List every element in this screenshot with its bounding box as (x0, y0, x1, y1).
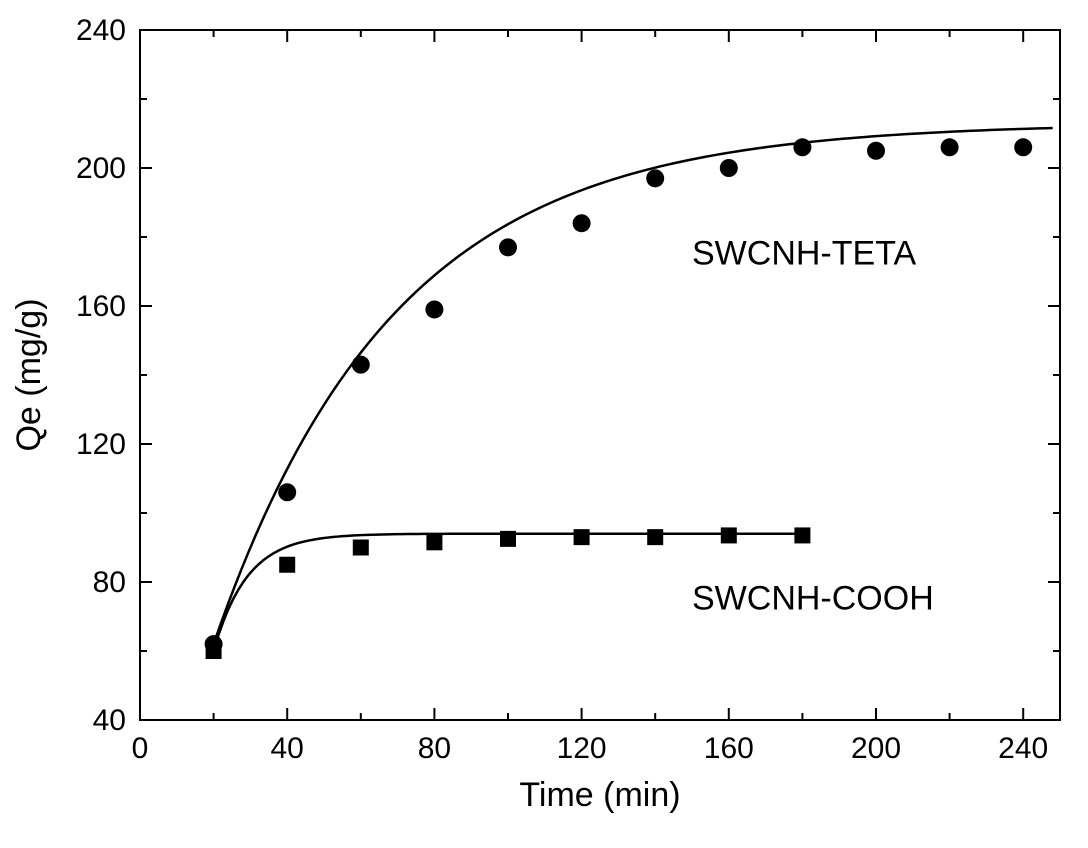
y-tick-label: 40 (93, 704, 126, 737)
data-point-square (279, 557, 295, 573)
y-tick-label: 120 (76, 428, 126, 461)
x-tick-label: 200 (851, 732, 901, 765)
data-point-square (500, 531, 516, 547)
data-point-circle (278, 483, 296, 501)
data-point-square (206, 643, 222, 659)
series-label-swcnh-cooh: SWCNH-COOH (692, 580, 934, 618)
data-point-square (426, 534, 442, 550)
y-axis-label: Qe (mg/g) (10, 298, 48, 451)
data-point-square (574, 529, 590, 545)
data-point-circle (573, 214, 591, 232)
series-label-swcnh-teta: SWCNH-TETA (692, 235, 916, 273)
x-tick-label: 160 (704, 732, 754, 765)
x-tick-label: 120 (557, 732, 607, 765)
data-point-circle (720, 159, 738, 177)
x-tick-label: 240 (998, 732, 1048, 765)
y-tick-label: 160 (76, 290, 126, 323)
data-point-square (721, 527, 737, 543)
y-tick-label: 240 (76, 14, 126, 47)
data-point-square (794, 527, 810, 543)
chart-container: 040801201602002404080120160200240Time (m… (0, 0, 1088, 848)
y-tick-label: 80 (93, 566, 126, 599)
data-point-circle (793, 138, 811, 156)
data-point-circle (352, 356, 370, 374)
x-axis-label: Time (min) (519, 776, 680, 814)
y-tick-label: 200 (76, 152, 126, 185)
x-tick-label: 40 (271, 732, 304, 765)
chart-svg: 040801201602002404080120160200240Time (m… (0, 0, 1088, 848)
data-point-circle (646, 169, 664, 187)
x-tick-label: 80 (418, 732, 451, 765)
data-point-circle (867, 142, 885, 160)
data-point-square (647, 529, 663, 545)
x-tick-label: 0 (132, 732, 149, 765)
series-line-swcnh-teta (214, 128, 1053, 644)
data-point-square (353, 540, 369, 556)
data-point-circle (941, 138, 959, 156)
data-point-circle (499, 238, 517, 256)
data-point-circle (1014, 138, 1032, 156)
data-point-circle (425, 300, 443, 318)
